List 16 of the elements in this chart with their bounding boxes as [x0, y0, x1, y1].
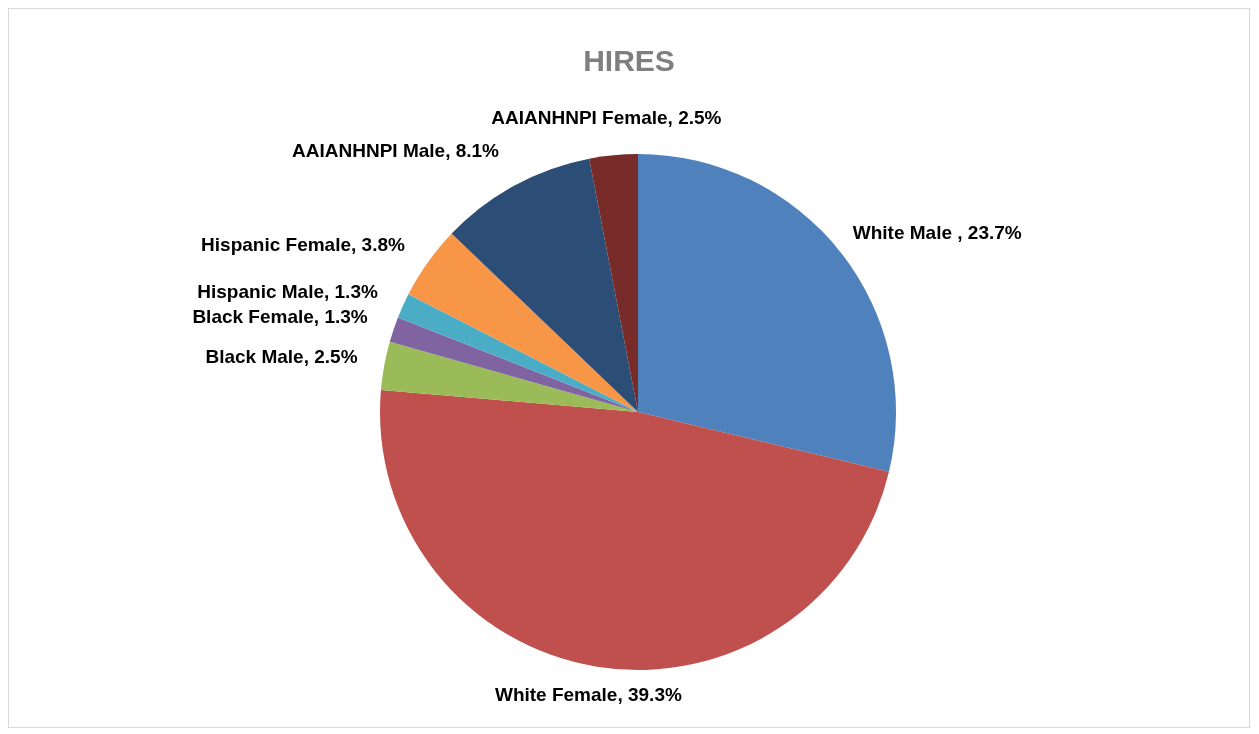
- slice-label: Black Female, 1.3%: [192, 306, 368, 328]
- chart-title: HIRES: [583, 44, 675, 77]
- slice-label: Hispanic Male, 1.3%: [197, 280, 378, 302]
- pie-slice: [408, 233, 638, 412]
- pie-slice: [389, 317, 638, 412]
- pie-slice: [451, 158, 638, 412]
- slice-label: AAIANHNPI Male, 8.1%: [292, 140, 500, 162]
- pie-slice: [397, 294, 638, 412]
- pie-slice: [380, 389, 889, 670]
- pie-slice: [589, 154, 638, 412]
- pie-slice: [380, 341, 638, 412]
- slice-label: White Female, 39.3%: [494, 684, 682, 706]
- slice-label: White Male , 23.7%: [852, 222, 1022, 244]
- slice-label: Black Male, 2.5%: [205, 345, 358, 367]
- slice-label: AAIANHNPI Female, 2.5%: [491, 107, 722, 129]
- slice-label: Hispanic Female, 3.8%: [201, 233, 406, 255]
